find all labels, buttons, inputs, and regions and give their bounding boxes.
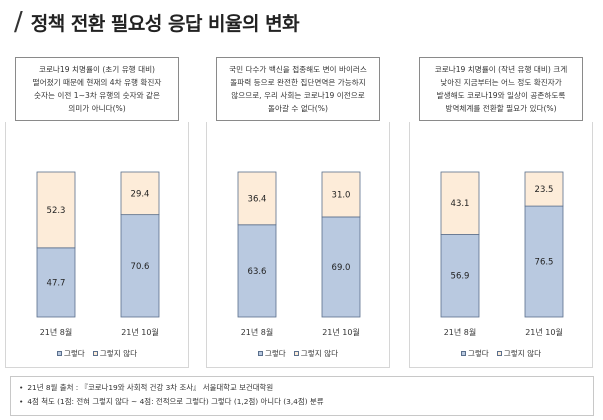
legend-label-disagree: 그렇지 않다	[503, 349, 542, 358]
x-tick-label: 21년 10월	[121, 327, 159, 337]
data-label: 52.3	[47, 206, 66, 216]
panel-divider	[592, 122, 593, 367]
bar-segment-agree	[36, 247, 76, 318]
legend-swatch-disagree	[496, 351, 502, 356]
footnote-box: • 21년 8월 출처 : 『코로나19와 사회적 건강 3차 조사』 서울대학…	[10, 376, 594, 416]
question-box: 코로나19 치명률이 (작년 유행 대비) 크게 낮아진 지금부터는 어느 정도…	[419, 57, 583, 121]
chart-panel-3: 코로나19 치명률이 (작년 유행 대비) 크게 낮아진 지금부터는 어느 정도…	[409, 52, 593, 371]
legend-label-disagree: 그렇지 않다	[99, 349, 138, 358]
bullet-icon: •	[19, 383, 24, 392]
footnote-text: 4점 척도 (1점: 전혀 그렇지 않다 ~ 4점: 전적으로 그렇다) 그렇다…	[27, 397, 324, 406]
bar-segment-disagree	[237, 171, 277, 226]
data-label: 76.5	[535, 258, 554, 268]
bar-segment-agree	[321, 216, 361, 318]
legend-swatch-agree	[460, 351, 466, 356]
panel-bottom-line	[206, 367, 390, 368]
legend-label-agree: 그렇다	[63, 349, 85, 358]
chart-legend: 그렇다 그렇지 않다	[409, 348, 593, 359]
data-label: 63.6	[248, 267, 267, 277]
question-box: 국민 다수가 백신을 접종해도 변이 바이러스 돌파력 등으로 완전한 집단면역…	[216, 57, 380, 121]
panel-bottom-line	[5, 367, 189, 368]
question-box: 코로나19 치명률이 (초기 유행 대비) 떨어졌기 때문에 현재의 4차 유행…	[15, 57, 179, 121]
x-tick-label: 21년 10월	[322, 327, 360, 337]
question-text: 코로나19 치명률이 (작년 유행 대비) 크게 낮아진 지금부터는 어느 정도…	[434, 65, 568, 113]
footnote-text: 21년 8월 출처 : 『코로나19와 사회적 건강 3차 조사』 서울대학교 …	[27, 383, 274, 392]
legend-item-agree: 그렇다	[460, 348, 489, 359]
data-label: 29.4	[131, 189, 150, 199]
chart-panel-1: 코로나19 치명률이 (초기 유행 대비) 떨어졌기 때문에 현재의 4차 유행…	[5, 52, 189, 371]
legend-label-disagree: 그렇지 않다	[300, 349, 339, 358]
stacked-bar-chart: 56.9 43.1 21년 8월 76.5 23.5 21년 10월	[440, 171, 564, 337]
data-label: 56.9	[451, 272, 470, 282]
stacked-bar-chart: 63.6 36.4 21년 8월 69.0 31.0 21년 10월	[237, 171, 361, 337]
panel-divider	[5, 122, 6, 367]
footnote: • 21년 8월 출처 : 『코로나19와 사회적 건강 3차 조사』 서울대학…	[19, 381, 585, 395]
legend-item-disagree: 그렇지 않다	[496, 348, 542, 359]
panel-bottom-line	[409, 367, 593, 368]
x-tick-label: 21년 8월	[40, 327, 73, 337]
bullet-icon: •	[19, 397, 24, 406]
legend-label-agree: 그렇다	[467, 349, 489, 358]
title-text: 정책 전환 필요성 응답 비율의 변화	[30, 12, 300, 35]
panel-divider	[409, 122, 410, 367]
title-slash-icon: /	[14, 7, 23, 37]
legend-swatch-agree	[257, 351, 263, 356]
legend-item-disagree: 그렇지 않다	[293, 348, 339, 359]
x-tick-label: 21년 10월	[525, 327, 563, 337]
legend-item-agree: 그렇다	[257, 348, 286, 359]
legend-label-agree: 그렇다	[264, 349, 286, 358]
bar-segment-disagree	[524, 171, 564, 207]
stacked-bar-chart: 47.7 52.3 21년 8월 70.6 29.4 21년 10월	[36, 171, 160, 337]
chart-panel-2: 국민 다수가 백신을 접종해도 변이 바이러스 돌파력 등으로 완전한 집단면역…	[206, 52, 390, 371]
panel-divider	[389, 122, 390, 367]
legend-swatch-disagree	[293, 351, 299, 356]
bar-segment-disagree	[440, 171, 480, 235]
bar-segment-disagree	[36, 171, 76, 249]
panel-divider	[206, 122, 207, 367]
legend-swatch-disagree	[92, 351, 98, 356]
page-title: / 정책 전환 필요성 응답 비율의 변화	[14, 4, 300, 40]
question-text: 코로나19 치명률이 (초기 유행 대비) 떨어졌기 때문에 현재의 4차 유행…	[32, 65, 162, 113]
bar-segment-agree	[237, 224, 277, 318]
data-label: 47.7	[47, 278, 66, 288]
bar-segment-disagree	[120, 171, 160, 216]
data-label: 43.1	[451, 199, 470, 209]
data-label: 69.0	[332, 263, 351, 273]
chart-legend: 그렇다 그렇지 않다	[5, 348, 189, 359]
question-text: 국민 다수가 백신을 접종해도 변이 바이러스 돌파력 등으로 완전한 집단면역…	[229, 65, 367, 113]
chart-legend: 그렇다 그렇지 않다	[206, 348, 390, 359]
data-label: 23.5	[535, 185, 554, 195]
panel-divider	[188, 122, 189, 367]
bar-segment-agree	[120, 214, 160, 318]
legend-item-agree: 그렇다	[56, 348, 85, 359]
data-label: 70.6	[131, 262, 150, 272]
footnote: • 4점 척도 (1점: 전혀 그렇지 않다 ~ 4점: 전적으로 그렇다) 그…	[19, 395, 585, 409]
bar-segment-agree	[524, 205, 564, 318]
x-tick-label: 21년 8월	[444, 327, 477, 337]
legend-swatch-agree	[56, 351, 62, 356]
data-label: 31.0	[332, 190, 351, 200]
data-label: 36.4	[248, 194, 267, 204]
x-tick-label: 21년 8월	[241, 327, 274, 337]
bar-segment-disagree	[321, 171, 361, 218]
legend-item-disagree: 그렇지 않다	[92, 348, 138, 359]
